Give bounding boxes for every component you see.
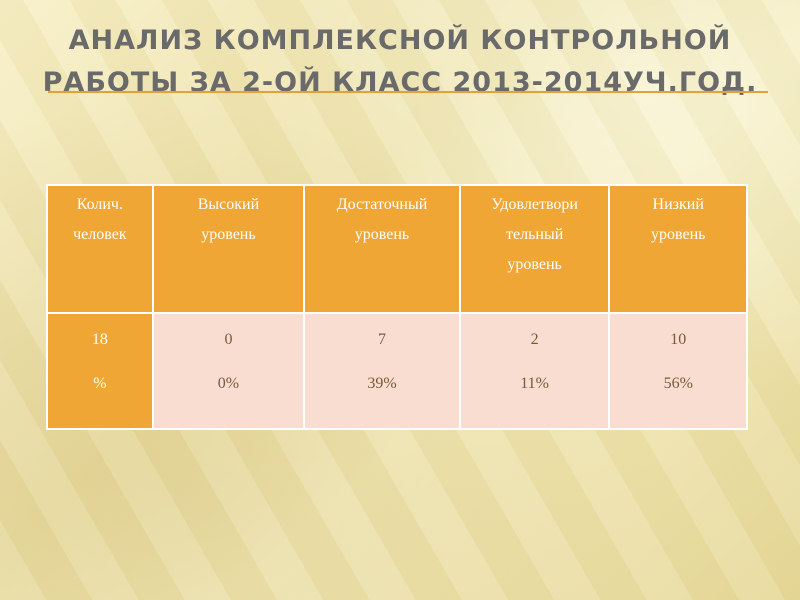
cell-value: 7	[378, 331, 386, 348]
header-text: Колич.	[76, 196, 123, 213]
results-table: Колич. человек Высокий уровень Достаточн…	[46, 184, 748, 430]
header-text: уровень	[354, 226, 410, 243]
header-text: Высокий	[197, 196, 260, 213]
cell-satisfactory: 2 11%	[458, 312, 611, 430]
cell-count: 18 %	[46, 312, 154, 430]
header-high-level: Высокий уровень	[151, 184, 306, 314]
header-count-people: Колич. человек	[46, 184, 154, 314]
slide-title-line-2: РАБОТЫ ЗА 2-ОЙ КЛАСС 2013-2014УЧ.ГОД.	[42, 67, 758, 98]
header-low-level: Низкий уровень	[608, 184, 748, 314]
header-text: Удовлетвори	[491, 196, 578, 213]
cell-percent: 0%	[217, 375, 240, 392]
header-text: Достаточный	[336, 196, 428, 213]
header-sufficient-level: Достаточный уровень	[303, 184, 461, 314]
cell-low: 10 56%	[608, 312, 748, 430]
cell-percent: 56%	[663, 375, 693, 392]
header-text: уровень	[201, 226, 256, 243]
cell-percent: %	[93, 375, 107, 392]
header-text: тельный	[506, 226, 564, 243]
cell-high: 0 0%	[151, 312, 306, 430]
cell-value: 0	[224, 331, 233, 348]
table-header-row: Колич. человек Высокий уровень Достаточн…	[46, 184, 748, 314]
cell-sufficient: 7 39%	[303, 312, 461, 430]
header-text: человек	[73, 226, 127, 243]
cell-value: 10	[670, 331, 687, 348]
header-text: уровень	[651, 226, 706, 243]
cell-value: 18	[91, 331, 108, 348]
slide-title-line-1: АНАЛИЗ КОМПЛЕКСНОЙ КОНТРОЛЬНОЙ	[68, 25, 732, 56]
header-text: Низкий	[652, 196, 704, 213]
header-satisfactory-level: Удовлетвори тельный уровень	[458, 184, 611, 314]
cell-percent: 39%	[367, 375, 397, 392]
table-row: 18 % 0 0% 7 39% 2 11% 10 56%	[46, 312, 748, 430]
header-text: уровень	[507, 256, 562, 273]
cell-value: 2	[530, 331, 539, 348]
title-underline	[48, 91, 768, 93]
cell-percent: 11%	[520, 375, 549, 392]
